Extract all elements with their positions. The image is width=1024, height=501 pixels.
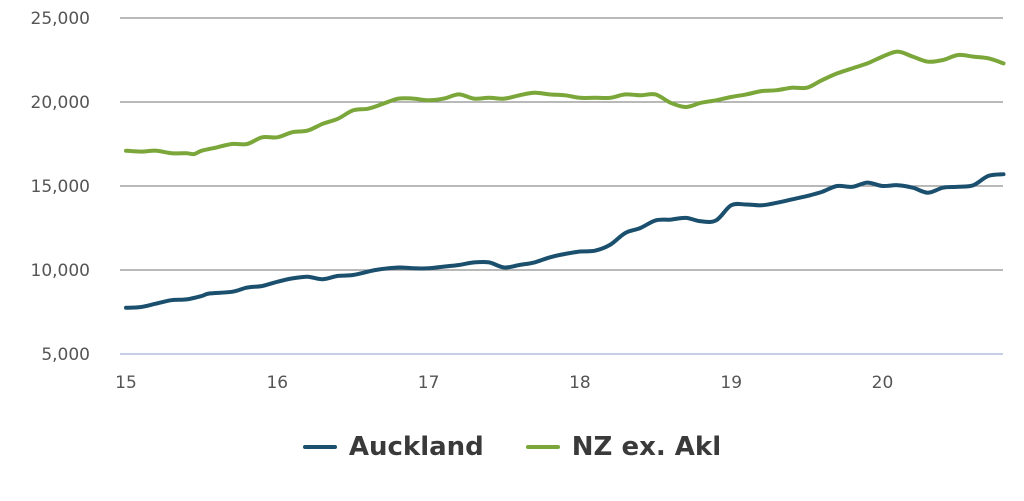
- legend-swatch-auckland: [302, 445, 337, 449]
- legend-label-auckland: Auckland: [348, 432, 484, 462]
- y-tick-label: 15,000: [31, 177, 90, 197]
- x-tick-label: 17: [418, 373, 440, 393]
- line-chart: 5,000 10,000 15,000 20,000 25,000 15 16 17 18 19…: [31, 9, 1006, 393]
- y-tick-label: 10,000: [31, 261, 90, 281]
- x-tick-label: 18: [569, 373, 591, 393]
- legend: Auckland NZ ex. Akl: [0, 432, 1024, 462]
- x-tick-label: 16: [266, 373, 288, 393]
- series-lines: [124, 49, 1006, 310]
- legend-item-nz-ex-akl: NZ ex. Akl: [525, 432, 722, 462]
- x-tick-label: 15: [115, 373, 137, 393]
- legend-label-nz-ex-akl: NZ ex. Akl: [571, 432, 722, 462]
- x-tick-label: 20: [872, 373, 894, 393]
- series-line-nz-ex-akl: [124, 49, 1006, 157]
- gridlines: [120, 17, 1003, 355]
- x-axis-tick-labels: 15 16 17 18 19 20: [115, 373, 893, 393]
- legend-item-auckland: Auckland: [302, 432, 484, 462]
- legend-swatch-nz-ex-akl: [525, 445, 560, 449]
- series-line-auckland: [124, 172, 1006, 310]
- x-tick-label: 19: [720, 373, 742, 393]
- y-tick-label: 25,000: [31, 9, 90, 29]
- y-tick-label: 5,000: [41, 345, 90, 365]
- y-tick-label: 20,000: [31, 93, 90, 113]
- y-axis-tick-labels: 5,000 10,000 15,000 20,000 25,000: [31, 9, 90, 365]
